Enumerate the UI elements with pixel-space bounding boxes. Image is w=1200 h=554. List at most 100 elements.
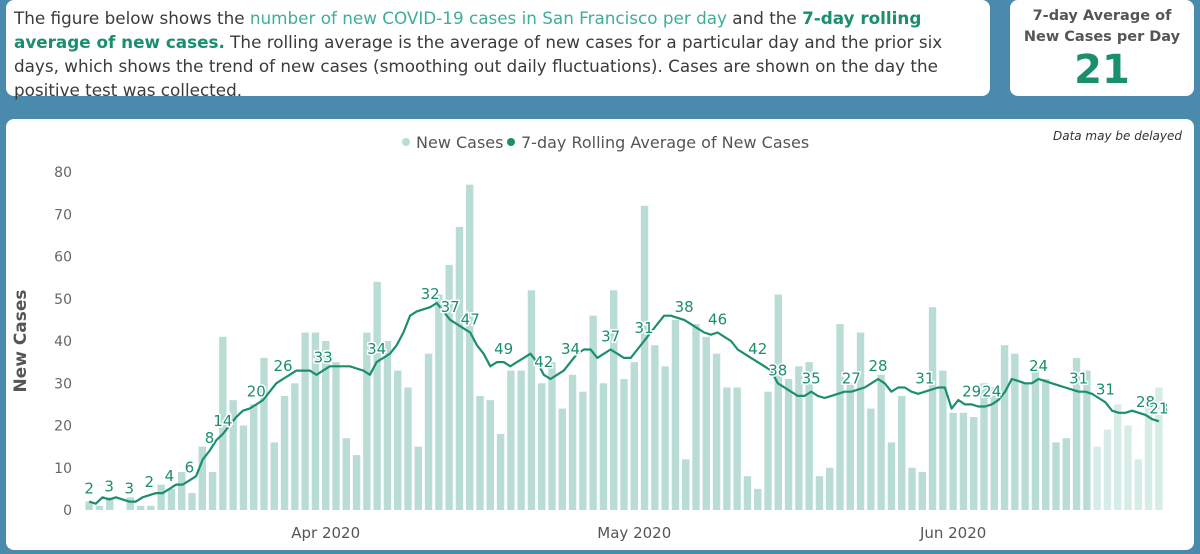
bar-new-cases xyxy=(640,205,649,511)
rolling-average-data-label: 31 xyxy=(635,319,654,337)
x-tick-label: Apr 2020 xyxy=(291,524,360,542)
bar-new-cases xyxy=(167,488,176,510)
bar-new-cases xyxy=(805,362,813,510)
y-tick-label: 70 xyxy=(54,207,72,223)
bar-new-cases xyxy=(301,332,309,510)
bar-new-cases xyxy=(466,184,474,511)
bar-new-cases xyxy=(918,471,926,510)
bar-new-cases xyxy=(270,442,278,510)
x-tick-label: Jun 2020 xyxy=(919,524,986,542)
kpi-card: 7-day Average of New Cases per Day 21 xyxy=(1010,0,1194,96)
legend-new-cases-marker xyxy=(402,138,410,146)
bar-new-cases xyxy=(610,290,618,510)
rolling-average-data-label: 27 xyxy=(842,370,861,388)
bar-new-cases xyxy=(949,412,957,510)
rolling-average-data-label: 6 xyxy=(185,458,195,476)
bar-new-cases xyxy=(517,370,525,510)
bar-new-cases xyxy=(733,387,741,510)
bar-new-cases xyxy=(157,484,165,510)
bar-new-cases xyxy=(898,395,906,510)
bar-new-cases xyxy=(1021,383,1029,510)
rolling-average-data-label: 32 xyxy=(421,285,440,303)
rolling-average-data-label: 33 xyxy=(314,349,333,367)
bar-new-cases xyxy=(435,294,443,510)
bar-new-cases xyxy=(229,400,237,510)
bar-new-cases xyxy=(846,383,854,510)
rolling-average-data-label: 47 xyxy=(461,311,480,329)
y-tick-label: 40 xyxy=(54,334,72,350)
bar-new-cases xyxy=(332,362,340,510)
bar-new-cases xyxy=(558,408,566,510)
bar-new-cases xyxy=(1144,395,1153,510)
intro-text: The figure below shows the number of new… xyxy=(14,6,982,102)
bar-new-cases xyxy=(774,294,782,510)
rolling-average-data-label: 37 xyxy=(601,327,620,345)
y-tick-label: 80 xyxy=(54,165,72,181)
bar-new-cases xyxy=(527,290,536,510)
bar-new-cases xyxy=(887,442,896,510)
legend-new-cases-label: New Cases xyxy=(416,133,503,152)
bar-new-cases xyxy=(208,471,217,510)
bar-new-cases xyxy=(1103,429,1112,510)
rolling-average-data-label: 34 xyxy=(561,340,580,358)
bar-new-cases xyxy=(1124,425,1132,510)
bar-new-cases xyxy=(620,379,628,510)
bar-new-cases xyxy=(414,446,422,510)
bar-new-cases xyxy=(106,497,114,510)
y-tick-label: 50 xyxy=(54,292,72,308)
bar-new-cases xyxy=(661,366,669,510)
bar-new-cases xyxy=(538,383,546,510)
bar-new-cases xyxy=(1072,357,1081,510)
bar-new-cases xyxy=(383,341,392,510)
bar-new-cases xyxy=(136,505,145,510)
bar-new-cases xyxy=(352,455,361,510)
bar-new-cases xyxy=(856,332,865,510)
legend-rolling-average-marker xyxy=(507,138,515,146)
bar-new-cases xyxy=(692,324,700,510)
bar-new-cases xyxy=(445,264,453,510)
rolling-average-data-label: 28 xyxy=(869,357,888,375)
legend-rolling-average-label: 7-day Rolling Average of New Cases xyxy=(521,133,809,152)
rolling-average-data-label: 3 xyxy=(104,477,114,495)
bar-new-cases xyxy=(126,497,134,510)
bar-new-cases xyxy=(702,336,710,510)
rolling-average-data-label: 38 xyxy=(675,298,694,316)
y-tick-label: 10 xyxy=(54,461,72,477)
rolling-average-data-label: 37 xyxy=(441,298,460,316)
bar-new-cases xyxy=(1155,387,1163,510)
bar-new-cases xyxy=(928,307,937,510)
y-axis-title: New Cases xyxy=(11,289,31,392)
rolling-average-data-label: 31 xyxy=(1096,380,1115,398)
chart-panel: New Cases 7-day Rolling Average of New Ca… xyxy=(6,119,1194,550)
bar-new-cases xyxy=(589,315,597,510)
rolling-average-data-label: 20 xyxy=(247,382,266,400)
intro-highlight-rolling-average: 7-day rolling average of new cases. xyxy=(14,8,922,52)
bar-new-cases xyxy=(486,400,494,510)
rolling-average-data-label: 4 xyxy=(165,467,175,485)
bar-new-cases xyxy=(908,467,916,510)
data-delay-note: Data may be delayed xyxy=(1052,129,1182,143)
bar-new-cases xyxy=(712,353,721,510)
bar-new-cases xyxy=(322,341,330,510)
bar-new-cases xyxy=(311,332,320,510)
bar-new-cases xyxy=(1011,353,1019,510)
intro-panel: The figure below shows the number of new… xyxy=(6,0,990,100)
bar-new-cases xyxy=(1042,379,1050,510)
bar-new-cases xyxy=(980,383,988,510)
rolling-average-data-label: 8 xyxy=(205,429,215,447)
rolling-average-data-label: 49 xyxy=(494,340,513,358)
bar-new-cases xyxy=(424,353,433,510)
intro-text-part2: and the xyxy=(726,8,803,28)
intro-highlight-new-cases: number of new COVID-19 cases in San Fran… xyxy=(249,8,727,28)
bar-new-cases xyxy=(970,417,978,510)
intro-text-part1: The figure below shows the xyxy=(14,8,250,28)
bar-new-cases xyxy=(754,488,762,510)
bar-new-cases xyxy=(764,391,772,510)
rolling-average-data-label: 2 xyxy=(145,473,155,491)
bar-new-cases xyxy=(743,476,752,510)
bar-new-cases xyxy=(671,319,680,510)
bar-new-cases xyxy=(939,370,947,510)
kpi-title: 7-day Average of New Cases per Day xyxy=(1023,8,1181,45)
bar-new-cases xyxy=(85,501,93,510)
bar-new-cases xyxy=(507,370,515,510)
